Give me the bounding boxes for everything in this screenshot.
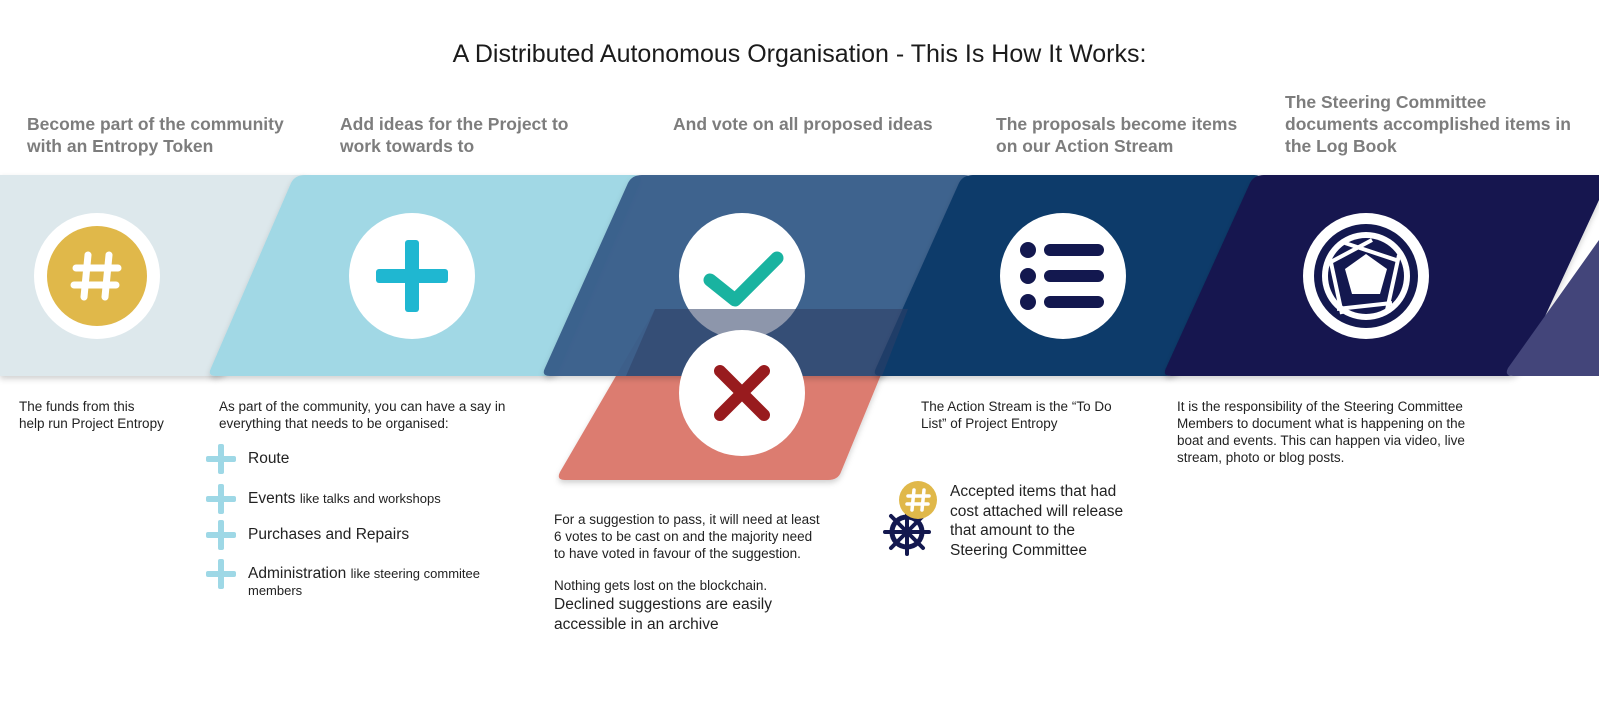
plus-bullet-icon (206, 520, 236, 550)
cross-icon (714, 365, 770, 421)
plus-icon (376, 240, 448, 312)
plus-bullet-icon (206, 559, 236, 589)
step-6-shape (1506, 240, 1599, 376)
accepted-items-text: Accepted items that had cost attached wil… (950, 483, 1124, 559)
plus-bullet-icon (206, 444, 236, 474)
step-5-body: It is the responsibility of the Steering… (1177, 399, 1466, 465)
list-item-purchases: Purchases and Repairs (206, 520, 409, 556)
step-2-body: As part of the community, you can have a… (219, 399, 506, 431)
small-hash-icon (899, 481, 937, 519)
page-title: A Distributed Autonomous Organisation - … (452, 40, 1147, 68)
step-1-body: The funds from this help run Project Entr… (19, 399, 164, 431)
list-item-events: Events like talks and workshops (206, 484, 441, 520)
step-4-heading: The proposals become items on our Action … (996, 114, 1238, 156)
aperture-icon (1314, 224, 1418, 328)
plus-bullet-icon (206, 484, 236, 514)
list-item-administration: Administration like steering commitee me… (206, 559, 480, 598)
ship-wheel-icon (883, 508, 931, 556)
list-icon (1020, 242, 1104, 310)
step-3-heading: And vote on all proposed ideas (673, 114, 933, 134)
archive-text: Nothing gets lost on the blockchain. (554, 578, 768, 593)
step-4-body: The Action Stream is the “To Do List” of … (921, 399, 1112, 431)
hash-icon (47, 226, 147, 326)
checkmark-icon (703, 251, 784, 307)
step-2-heading: Add ideas for the Project to work towards… (340, 114, 569, 156)
step-3-body: For a suggestion to pass, it will need a… (554, 512, 820, 561)
step-5-heading: The Steering Committee documents accompli… (1285, 92, 1571, 156)
step-3-circle (679, 213, 805, 339)
archive-text-2: Declined suggestions are easily accessibl… (554, 596, 772, 633)
list-item-route: Route (206, 444, 289, 480)
step-1-heading: Become part of the community with an Entr… (27, 114, 284, 156)
